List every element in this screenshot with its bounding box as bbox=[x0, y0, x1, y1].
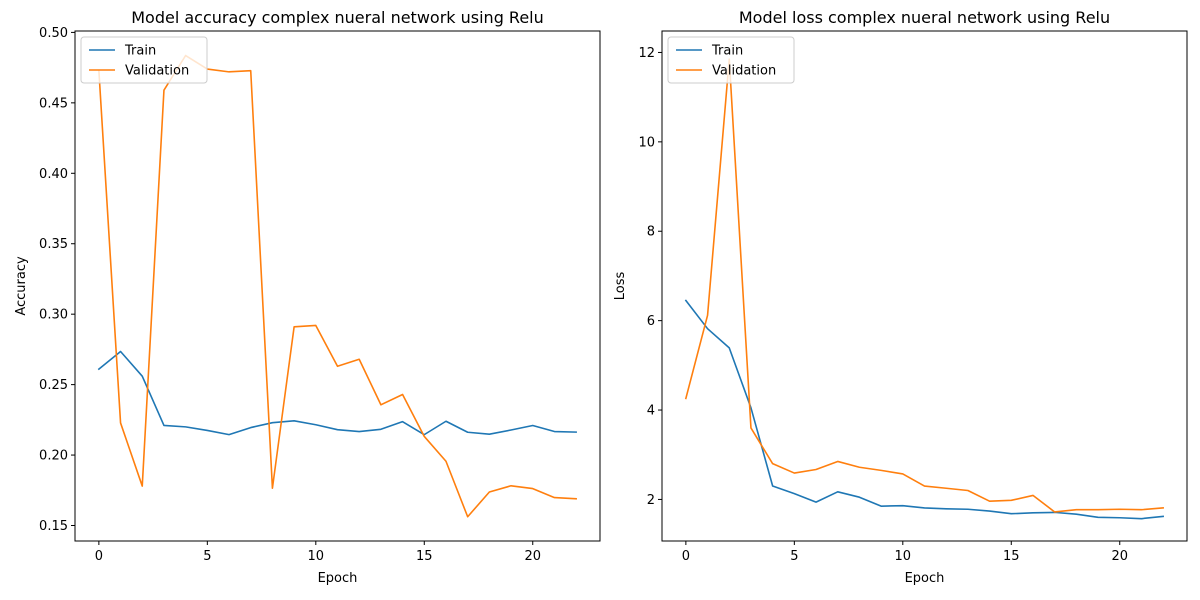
chart-2-y-tick-label: 10 bbox=[638, 135, 655, 150]
chart-2-y-tick-label: 6 bbox=[647, 314, 655, 329]
chart-1-y-tick-label: 0.40 bbox=[39, 167, 68, 182]
chart-2-y-axis-label: Loss bbox=[613, 272, 628, 301]
chart-2-x-tick-label: 15 bbox=[1003, 549, 1020, 564]
chart-2-axes-frame bbox=[661, 30, 1188, 542]
chart-1-series-train-line bbox=[97, 350, 577, 436]
chart-1-y-tick-label: 0.15 bbox=[39, 519, 68, 534]
chart-1-x-axis-label: Epoch bbox=[318, 571, 358, 586]
chart-2-series-train-line bbox=[684, 299, 1165, 520]
chart-1-y-axis-label: Accuracy bbox=[14, 256, 29, 316]
chart-1-x-tick-label: 0 bbox=[95, 549, 103, 564]
chart-2-x-axis-label: Epoch bbox=[905, 571, 945, 586]
chart-1-y-tick-label: 0.30 bbox=[39, 308, 68, 323]
chart-1-legend-label-train: Train bbox=[124, 44, 156, 59]
chart-2-series-validation-line bbox=[684, 58, 1165, 513]
chart-1-series-validation-line bbox=[98, 54, 577, 518]
chart-1-y-tick-label: 0.20 bbox=[39, 449, 68, 464]
chart-2-x-tick-label: 5 bbox=[790, 549, 798, 564]
chart-1-legend-label-validation: Validation bbox=[125, 64, 189, 79]
chart-2-legend-label-train: Train bbox=[711, 44, 743, 59]
chart-2-legend-box bbox=[667, 36, 795, 84]
chart-2-x-tick-label: 20 bbox=[1111, 549, 1128, 564]
chart-1-axes-frame bbox=[74, 30, 601, 542]
chart-2-y-tick-label: 12 bbox=[638, 46, 655, 61]
chart-1-legend-box bbox=[80, 36, 208, 84]
chart-1-legend: Train Validation bbox=[80, 36, 208, 84]
chart-1: Model accuracy complex nueral network us… bbox=[14, 8, 601, 586]
chart-1-y-tick-label: 0.25 bbox=[39, 378, 68, 393]
chart-2-legend: Train Validation bbox=[667, 36, 795, 84]
chart-1-y-tick-label: 0.45 bbox=[39, 96, 68, 111]
chart-2-x-tick-label: 10 bbox=[895, 549, 912, 564]
chart-1-y-tick-label: 0.50 bbox=[39, 26, 68, 41]
chart-1-x-tick-label: 20 bbox=[524, 549, 541, 564]
chart-2-y-tick-label: 4 bbox=[647, 404, 655, 419]
chart-2-y-tick-label: 2 bbox=[647, 493, 655, 508]
chart-1-x-tick-label: 10 bbox=[308, 549, 325, 564]
chart-2: Model loss complex nueral network using … bbox=[613, 8, 1188, 586]
chart-2-legend-label-validation: Validation bbox=[712, 64, 776, 79]
chart-2-x-tick-label: 0 bbox=[682, 549, 690, 564]
chart-1-x-tick-label: 5 bbox=[203, 549, 211, 564]
chart-1-y-tick-label: 0.35 bbox=[39, 237, 68, 252]
chart-2-y-tick-label: 8 bbox=[647, 225, 655, 240]
chart-1-x-tick-label: 15 bbox=[416, 549, 433, 564]
chart-2-title: Model loss complex nueral network using … bbox=[739, 8, 1110, 27]
chart-1-title: Model accuracy complex nueral network us… bbox=[131, 8, 544, 27]
